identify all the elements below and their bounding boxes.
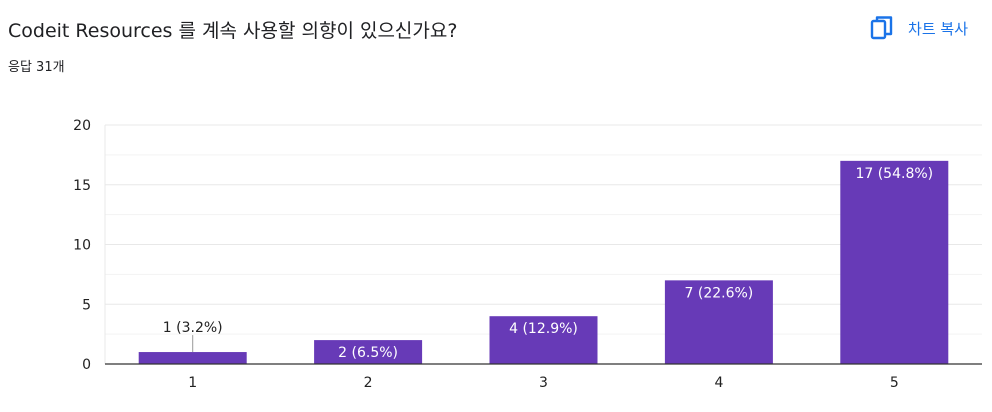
y-tick-label: 5 [82,297,91,313]
x-tick-label: 1 [188,375,197,391]
gridlines [104,124,982,364]
data-label: 4 (12.9%) [509,321,578,337]
y-tick-label: 15 [73,178,91,194]
y-tick-label: 20 [73,118,91,134]
y-tick-label: 0 [82,357,91,373]
x-tick-label: 5 [890,375,899,391]
bars [138,160,949,364]
data-label: 2 (6.5%) [338,345,398,361]
copy-chart-label: 차트 복사 [908,19,968,38]
data-label: 7 (22.6%) [685,285,754,301]
bar [138,352,247,364]
bar [489,316,598,364]
copy-chart-button[interactable]: 차트 복사 [870,12,968,44]
question-title: Codeit Resources 를 계속 사용할 의향이 있으신가요? [8,20,458,42]
bar [840,160,949,364]
x-tick-label: 4 [714,375,723,391]
x-tick-label: 2 [364,375,373,391]
data-label: 1 (3.2%) [163,320,223,336]
x-tick-label: 3 [539,375,548,391]
copy-icon [870,14,894,42]
axes: 0 5 10 15 20 1 2 3 4 5 [73,118,982,391]
data-label: 17 (54.8%) [855,166,933,182]
response-count: 응답 31개 [8,60,65,75]
bar [314,340,423,364]
bar [664,280,773,364]
y-tick-label: 10 [73,238,91,254]
data-labels: 1 (3.2%) 2 (6.5%) 4 (12.9%) 7 (22.6%) 17 (54… [163,166,933,361]
